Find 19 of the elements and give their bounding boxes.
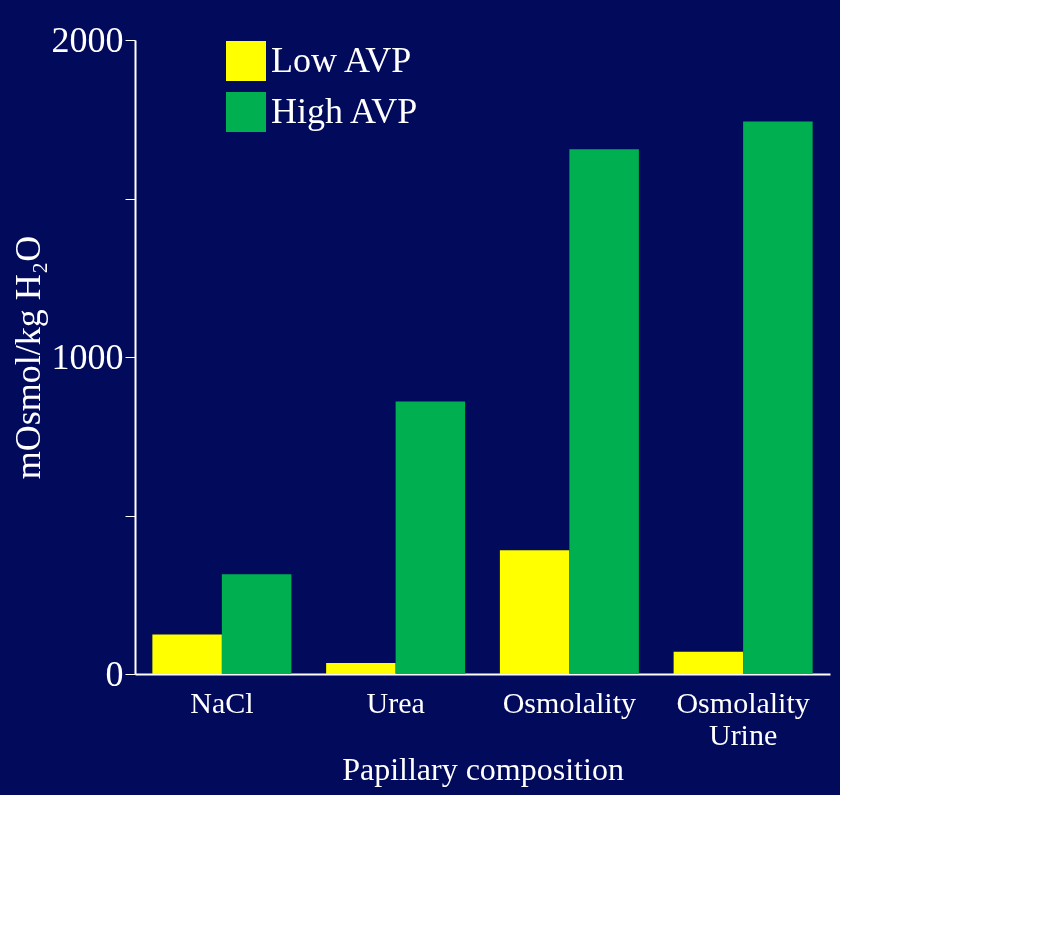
x-tick-label: Osmolality Urine <box>676 685 810 751</box>
legend-label: High AVP <box>271 91 418 131</box>
x-tick-label: NaCl <box>190 685 254 719</box>
bar <box>673 651 744 674</box>
bar <box>743 121 813 674</box>
x-tick-label: Osmolality <box>502 685 637 719</box>
bar <box>499 550 570 674</box>
x-tick-label: Urea <box>366 685 425 719</box>
bar <box>569 149 639 674</box>
bar <box>395 401 466 674</box>
bar <box>221 574 292 674</box>
y-tick-label: 2000 <box>51 19 124 60</box>
x-axis-title: Papillary composition <box>342 750 624 787</box>
y-tick-label: 0 <box>105 653 124 694</box>
y-tick-label: 1000 <box>51 336 124 377</box>
bar <box>326 662 396 674</box>
bar <box>152 634 222 674</box>
y-axis-title: mOsmol/kg H₂O <box>7 235 48 480</box>
legend-label: Low AVP <box>271 40 412 80</box>
